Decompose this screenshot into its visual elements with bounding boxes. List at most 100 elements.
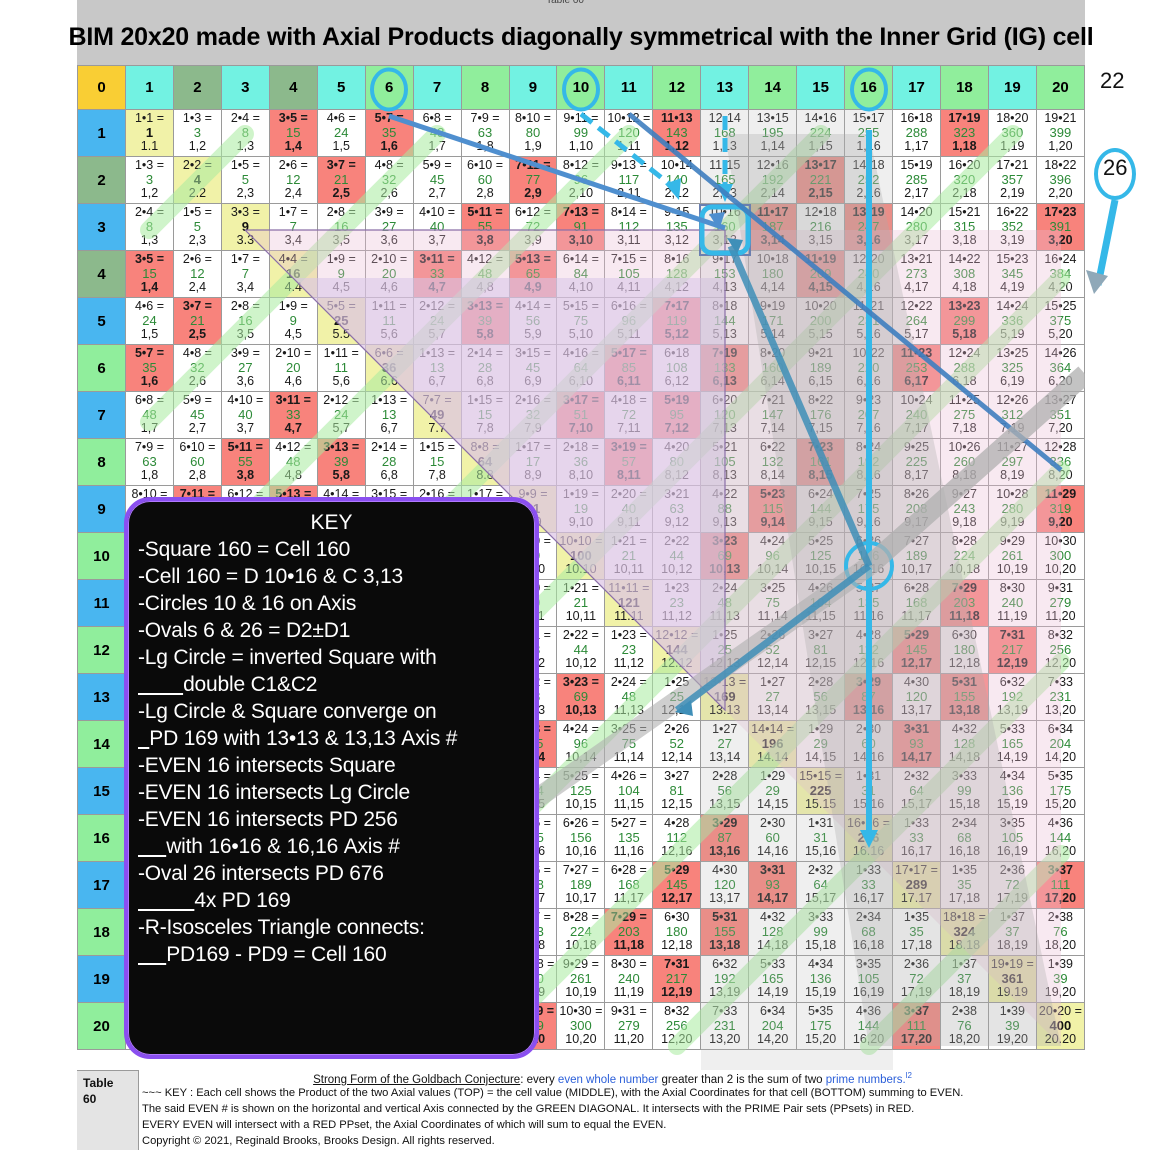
- grid-cell-3-6[interactable]: 3•9 = 27 3,6: [364, 203, 414, 251]
- grid-cell-4-5[interactable]: 1•9 = 9 4,5: [316, 250, 366, 298]
- row-header-8[interactable]: 8: [77, 438, 126, 486]
- grid-cell-18-16[interactable]: 2•34 68 16,18: [844, 908, 893, 956]
- grid-cell-9-16[interactable]: 7•25 175 9,16: [844, 485, 893, 533]
- row-header-14[interactable]: 14: [77, 720, 126, 768]
- col-header-14[interactable]: 14: [748, 65, 798, 110]
- row-header-9[interactable]: 9: [77, 485, 126, 533]
- grid-cell-20-17[interactable]: 3•37 111 17,20: [892, 1002, 941, 1050]
- grid-cell-4-16[interactable]: 12•20 240 4,16: [844, 250, 893, 298]
- grid-cell-1-11[interactable]: 10•12 = 120 1,11: [604, 109, 654, 157]
- grid-cell-4-19[interactable]: 15•23 345 4,19: [987, 250, 1037, 298]
- grid-cell-11-15[interactable]: 4•26 104 11,15: [796, 579, 846, 627]
- col-header-5[interactable]: 5: [316, 65, 366, 110]
- grid-cell-17-10[interactable]: 7•27 = 189 10,17: [556, 861, 606, 909]
- row-header-2[interactable]: 2: [77, 156, 126, 204]
- grid-cell-16-13[interactable]: 3•29 87 13,16: [700, 814, 750, 862]
- grid-cell-6-11[interactable]: 5•17 = 85 6,11: [604, 344, 654, 392]
- grid-cell-7-14[interactable]: 7•21 147 7,14: [748, 391, 798, 439]
- grid-cell-14-10[interactable]: 4•24 = 96 10,14: [556, 720, 606, 768]
- grid-cell-12-16[interactable]: 4•28 112 12,16: [844, 626, 893, 674]
- grid-cell-2-3[interactable]: 1•5 = 5 2,3: [220, 156, 270, 204]
- row-header-4[interactable]: 4: [77, 250, 126, 298]
- row-header-3[interactable]: 3: [77, 203, 126, 251]
- grid-cell-9-15[interactable]: 6•24 144 9,15: [796, 485, 846, 533]
- grid-cell-9-10[interactable]: 1•19 = 19 9,10: [556, 485, 606, 533]
- grid-cell-13-16[interactable]: 3•29 87 13,16: [844, 673, 893, 721]
- grid-cell-17-18[interactable]: 1•35 35 17,18: [939, 861, 989, 909]
- grid-cell-4-3[interactable]: 1•7 = 7 3,4: [220, 250, 270, 298]
- grid-cell-7-11[interactable]: 4•18 = 72 7,11: [604, 391, 654, 439]
- grid-cell-4-15[interactable]: 11•19 209 4,15: [796, 250, 846, 298]
- grid-cell-2-1[interactable]: 1•3 = 3 1,2: [125, 156, 174, 204]
- grid-cell-7-18[interactable]: 11•25 275 7,18: [939, 391, 989, 439]
- grid-cell-2-10[interactable]: 8•12 = 96 2,10: [556, 156, 606, 204]
- grid-cell-3-9[interactable]: 6•12 = 72 3,9: [508, 203, 558, 251]
- grid-cell-5-13[interactable]: 8•18 144 5,13: [700, 297, 750, 345]
- grid-cell-18-12[interactable]: 6•30 180 12,18: [652, 908, 702, 956]
- grid-cell-4-11[interactable]: 7•15 = 105 4,11: [604, 250, 654, 298]
- grid-cell-2-4[interactable]: 2•6 = 12 2,4: [268, 156, 318, 204]
- grid-cell-4-6[interactable]: 2•10 = 20 4,6: [364, 250, 414, 298]
- grid-cell-1-6[interactable]: 5•7 = 35 1,6: [364, 109, 414, 157]
- grid-cell-20-18[interactable]: 2•38 76 18,20: [939, 1002, 989, 1050]
- grid-cell-18-10[interactable]: 8•28 = 224 10,18: [556, 908, 606, 956]
- grid-cell-8-4[interactable]: 4•12 = 48 4,8: [268, 438, 318, 486]
- grid-cell-10-19[interactable]: 9•29 261 10,19: [987, 532, 1037, 580]
- grid-cell-4-9[interactable]: 5•13 = 65 4,9: [508, 250, 558, 298]
- grid-cell-16-15[interactable]: 1•31 31 15,16: [796, 814, 846, 862]
- grid-cell-13-12[interactable]: 1•25 25 12,13: [652, 673, 702, 721]
- grid-cell-8-15[interactable]: 7•23 161 8,15: [796, 438, 846, 486]
- grid-cell-12-20[interactable]: 8•32 256 12,20: [1035, 626, 1086, 674]
- grid-cell-10-20[interactable]: 10•30 300 10,20: [1035, 532, 1086, 580]
- grid-cell-14-14[interactable]: 14•14 = 196 14.14: [748, 720, 798, 768]
- grid-cell-20-10[interactable]: 10•30 = 300 10,20: [556, 1002, 606, 1050]
- grid-cell-8-2[interactable]: 6•10 = 60 2,8: [172, 438, 222, 486]
- row-header-11[interactable]: 11: [77, 579, 126, 627]
- grid-cell-16-14[interactable]: 2•30 60 14,16: [748, 814, 798, 862]
- row-header-6[interactable]: 6: [77, 344, 126, 392]
- grid-cell-10-13[interactable]: 3•23 69 10,13: [700, 532, 750, 580]
- row-header-18[interactable]: 18: [77, 908, 126, 956]
- col-header-20[interactable]: 20: [1035, 65, 1086, 110]
- col-header-9[interactable]: 9: [508, 65, 558, 110]
- grid-cell-8-12[interactable]: 4•20 80 8,12: [652, 438, 702, 486]
- grid-cell-1-18[interactable]: 17•19 323 1,18: [939, 109, 989, 157]
- grid-cell-1-7[interactable]: 6•8 = 48 1,7: [412, 109, 462, 157]
- grid-cell-14-15[interactable]: 1•29 29 14,15: [796, 720, 846, 768]
- grid-cell-5-12[interactable]: 7•17 119 5,12: [652, 297, 702, 345]
- grid-cell-7-8[interactable]: 1•15 = 15 7,8: [460, 391, 510, 439]
- grid-cell-17-16[interactable]: 1•33 33 16,17: [844, 861, 893, 909]
- grid-cell-14-11[interactable]: 3•25 = 75 11,14: [604, 720, 654, 768]
- row-header-5[interactable]: 5: [77, 297, 126, 345]
- grid-cell-14-12[interactable]: 2•26 52 12,14: [652, 720, 702, 768]
- col-header-18[interactable]: 18: [939, 65, 989, 110]
- grid-cell-2-7[interactable]: 5•9 = 45 2,7: [412, 156, 462, 204]
- grid-cell-18-19[interactable]: 1•37 37 18,19: [987, 908, 1037, 956]
- grid-cell-4-2[interactable]: 2•6 = 12 2,4: [172, 250, 222, 298]
- grid-cell-16-17[interactable]: 1•33 33 16,17: [892, 814, 941, 862]
- grid-cell-5-15[interactable]: 10•20 200 5,15: [796, 297, 846, 345]
- grid-cell-3-19[interactable]: 16•22 352 3,19: [987, 203, 1037, 251]
- row-header-20[interactable]: 20: [77, 1002, 126, 1050]
- grid-cell-17-12[interactable]: 5•29 145 12,17: [652, 861, 702, 909]
- grid-cell-2-18[interactable]: 16•20 320 2,18: [939, 156, 989, 204]
- grid-cell-3-12[interactable]: 9•15 135 3,12: [652, 203, 702, 251]
- grid-cell-4-1[interactable]: 3•5 = 15 1,4: [125, 250, 174, 298]
- grid-cell-2-16[interactable]: 14•18 252 2,16: [844, 156, 893, 204]
- grid-cell-1-15[interactable]: 14•16 224 1,15: [796, 109, 846, 157]
- col-header-3[interactable]: 3: [220, 65, 270, 110]
- grid-cell-6-5[interactable]: 1•11 = 11 5,6: [316, 344, 366, 392]
- grid-cell-7-20[interactable]: 13•27 351 7,20: [1035, 391, 1086, 439]
- grid-cell-8-10[interactable]: 2•18 = 36 8,10: [556, 438, 606, 486]
- grid-cell-8-20[interactable]: 12•28 336 8,20: [1035, 438, 1086, 486]
- grid-cell-3-11[interactable]: 8•14 = 112 3,11: [604, 203, 654, 251]
- grid-cell-2-5[interactable]: 3•7 = 21 2,5: [316, 156, 366, 204]
- grid-cell-4-12[interactable]: 8•16 128 4,12: [652, 250, 702, 298]
- grid-cell-20-14[interactable]: 6•34 204 14,20: [748, 1002, 798, 1050]
- grid-cell-11-10[interactable]: 1•21 = 21 10,11: [556, 579, 606, 627]
- grid-cell-9-19[interactable]: 10•28 280 9,19: [987, 485, 1037, 533]
- grid-cell-3-15[interactable]: 12•18 216 3,15: [796, 203, 846, 251]
- grid-cell-20-13[interactable]: 7•33 231 13,20: [700, 1002, 750, 1050]
- grid-cell-13-15[interactable]: 2•28 56 13,15: [796, 673, 846, 721]
- grid-cell-5-11[interactable]: 6•16 = 96 5,11: [604, 297, 654, 345]
